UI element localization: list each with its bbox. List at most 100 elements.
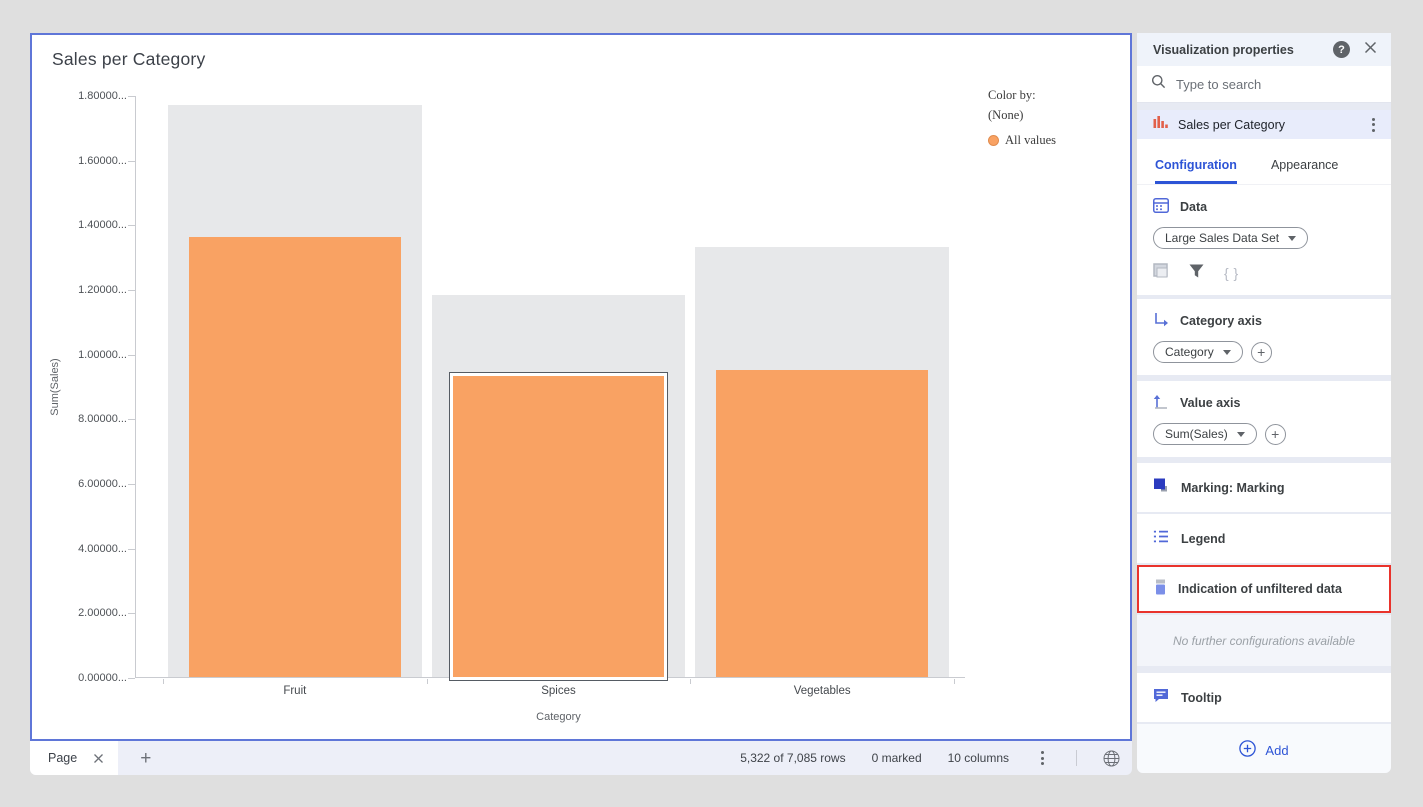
section-data-title: Data <box>1180 200 1208 214</box>
add-button[interactable]: Add <box>1239 740 1289 760</box>
status-divider <box>1076 750 1077 766</box>
category-axis-icon <box>1153 312 1169 330</box>
unfiltered-data-icon <box>1155 579 1166 600</box>
panel-header: Visualization properties ? <box>1137 33 1391 66</box>
section-unfiltered-title: Indication of unfiltered data <box>1178 582 1342 596</box>
y-axis-tick <box>128 96 135 97</box>
page-tab-bar: Page + 5,322 of 7,085 rows 0 marked 10 c… <box>30 741 1132 775</box>
value-axis-dropdown[interactable]: Sum(Sales) <box>1153 423 1257 445</box>
status-group: 5,322 of 7,085 rows 0 marked 10 columns <box>740 747 1132 769</box>
data-table-icon <box>1153 198 1169 216</box>
add-section-row: Add <box>1137 724 1391 773</box>
category-axis-dropdown-label: Category <box>1165 345 1214 359</box>
y-axis-tick-label: 1.00000... <box>78 348 127 361</box>
filter-icon[interactable] <box>1189 264 1204 283</box>
x-axis-tick <box>163 679 164 684</box>
dataset-dropdown-label: Large Sales Data Set <box>1165 231 1280 245</box>
legend-title: Color by: <box>988 88 1036 102</box>
row-count-status: 5,322 of 7,085 rows <box>740 751 846 765</box>
y-axis-tick-label: 1.40000... <box>78 219 127 232</box>
active-visualization-label: Sales per Category <box>1178 117 1286 132</box>
marking-icon <box>1153 478 1169 498</box>
panel-tabs: Configuration Appearance <box>1137 139 1391 185</box>
x-axis-category-label: Spices <box>541 685 576 697</box>
no-further-configurations-note: No further configurations available <box>1137 615 1391 666</box>
y-axis-tick <box>128 613 135 615</box>
y-axis-tick <box>128 419 135 421</box>
page-tab[interactable]: Page <box>30 741 119 775</box>
legend: Color by: (None) All values <box>988 85 1056 148</box>
marked-count-status: 0 marked <box>871 751 922 765</box>
dataset-dropdown[interactable]: Large Sales Data Set <box>1153 227 1309 249</box>
limit-data-icon[interactable] <box>1153 263 1169 283</box>
y-axis-title[interactable]: Sum(Sales) <box>49 358 61 416</box>
section-legend[interactable]: Legend <box>1137 514 1391 563</box>
y-axis-tick <box>128 160 135 162</box>
section-indication-of-unfiltered-data[interactable]: Indication of unfiltered data <box>1137 565 1391 613</box>
tooltip-icon <box>1153 688 1169 708</box>
y-axis-tick-label: 2.00000... <box>78 607 127 620</box>
y-axis-tick <box>128 548 135 550</box>
search-icon <box>1151 74 1166 94</box>
tab-appearance[interactable]: Appearance <box>1270 158 1339 172</box>
x-axis-title[interactable]: Category <box>536 711 581 723</box>
section-tooltip-title: Tooltip <box>1181 690 1222 705</box>
column-count-status: 10 columns <box>947 751 1009 765</box>
y-axis-tick-label: 8.00000... <box>78 413 127 426</box>
legend-list-icon <box>1153 530 1169 548</box>
panel-close-icon[interactable] <box>1364 41 1377 59</box>
section-value-axis-header: Value axis <box>1153 394 1375 412</box>
panel-search <box>1137 66 1391 103</box>
x-axis-tick <box>426 679 428 684</box>
page-tab-label: Page <box>48 751 78 765</box>
filtered-bar-spices[interactable] <box>452 376 665 677</box>
y-axis-tick-label: 6.00000... <box>78 478 127 490</box>
x-axis-tick <box>954 679 955 684</box>
category-axis-add-button[interactable]: + <box>1250 341 1272 363</box>
chevron-down-icon <box>1236 431 1245 437</box>
visualization-menu-icon[interactable] <box>1366 114 1381 136</box>
y-axis-tick-label: 4.00000... <box>78 542 127 555</box>
panel-title: Visualization properties <box>1153 42 1294 57</box>
legend-entry-label: All values <box>1005 133 1057 147</box>
visualization-list-item[interactable]: Sales per Category <box>1137 110 1391 139</box>
note-text: No further configurations available <box>1172 633 1356 648</box>
filtered-bar-fruit[interactable] <box>189 237 401 677</box>
y-axis-tick-label: 1.60000... <box>78 154 127 167</box>
chevron-down-icon <box>1222 349 1231 355</box>
filtered-bar-vegetables[interactable] <box>716 369 928 677</box>
expression-icon[interactable]: { } <box>1224 265 1240 281</box>
visualization-canvas: Sales per Category Sum(Sales) 1.80000...… <box>32 35 1130 739</box>
x-axis-category-label: Vegetables <box>793 685 851 697</box>
value-axis-add-button[interactable]: + <box>1264 423 1286 445</box>
page-tab-close-icon[interactable] <box>93 753 104 764</box>
section-marking[interactable]: Marking: Marking <box>1137 463 1391 512</box>
section-data-header: Data <box>1153 198 1375 216</box>
section-marking-title: Marking: Marking <box>1181 480 1285 495</box>
category-axis-dropdown[interactable]: Category <box>1153 341 1243 363</box>
add-button-label: Add <box>1265 742 1289 758</box>
legend-subtitle[interactable]: (None) <box>988 108 1024 122</box>
legend-swatch-icon <box>988 135 999 146</box>
legend-entry[interactable]: All values <box>988 133 1056 148</box>
bar-chart-icon <box>1153 115 1168 134</box>
search-input[interactable] <box>1176 76 1377 92</box>
visualization-window[interactable]: Sales per Category Sum(Sales) 1.80000...… <box>30 33 1132 741</box>
y-axis-tick <box>128 484 135 485</box>
section-data: Data Large Sales Data Set { } <box>1137 185 1391 295</box>
status-menu-icon[interactable] <box>1035 747 1050 769</box>
add-page-button[interactable]: + <box>140 747 152 769</box>
section-value-axis: Value axis Sum(Sales) + <box>1137 381 1391 457</box>
plot-area[interactable]: 1.80000... 1.60000... 1.40000... 1.20000...… <box>78 90 965 723</box>
value-axis-dropdown-label: Sum(Sales) <box>1165 427 1228 441</box>
section-category-axis-title: Category axis <box>1180 314 1262 328</box>
tab-configuration[interactable]: Configuration <box>1155 158 1237 184</box>
visualization-properties-panel: Visualization properties ? Sales per Cat… <box>1137 33 1391 773</box>
section-tooltip[interactable]: Tooltip <box>1137 673 1391 722</box>
help-icon[interactable]: ? <box>1333 41 1350 58</box>
globe-icon[interactable] <box>1103 750 1120 767</box>
y-axis-tick-label: 1.20000... <box>78 284 127 296</box>
x-axis-tick <box>690 679 692 684</box>
y-axis-tick <box>128 225 135 227</box>
data-tools: { } <box>1153 263 1375 283</box>
